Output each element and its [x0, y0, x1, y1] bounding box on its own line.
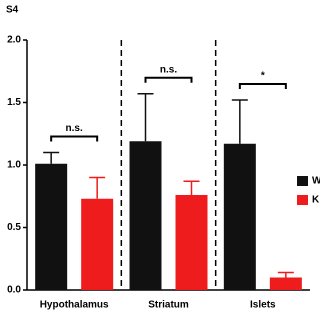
x-tick-label: Striatum: [148, 300, 189, 311]
legend-swatch: [297, 195, 308, 205]
bar: [175, 195, 208, 290]
panel-label: S4: [6, 5, 19, 16]
bar: [35, 163, 68, 290]
significance-label: n.s.: [160, 64, 177, 75]
significance-bracket: [238, 83, 287, 89]
x-tick-label: Islets: [250, 300, 276, 311]
error-bar: [89, 176, 106, 199]
x-tick-label: Hypothalamus: [40, 300, 109, 311]
y-tick-label: 1.5: [7, 97, 21, 108]
bar: [129, 141, 162, 290]
error-bar: [231, 99, 248, 144]
y-tick-label: 0.5: [7, 222, 21, 233]
error-bar: [43, 151, 60, 164]
error-bar: [183, 180, 200, 195]
bar: [269, 277, 302, 290]
significance-label: *: [261, 71, 265, 82]
legend-label: W: [312, 176, 320, 187]
bar: [81, 198, 114, 290]
y-tick-label: 2.0: [7, 35, 21, 46]
significance-bracket: [50, 135, 99, 142]
significance-bracket: [144, 76, 193, 83]
legend-label: K: [312, 195, 320, 206]
bar: [223, 143, 256, 290]
y-tick-label: 1.0: [7, 160, 21, 171]
error-bar: [137, 93, 154, 142]
error-bar: [277, 271, 294, 278]
y-tick-label: 0.0: [7, 285, 21, 296]
legend-swatch: [297, 176, 308, 186]
significance-label: n.s.: [66, 123, 83, 134]
